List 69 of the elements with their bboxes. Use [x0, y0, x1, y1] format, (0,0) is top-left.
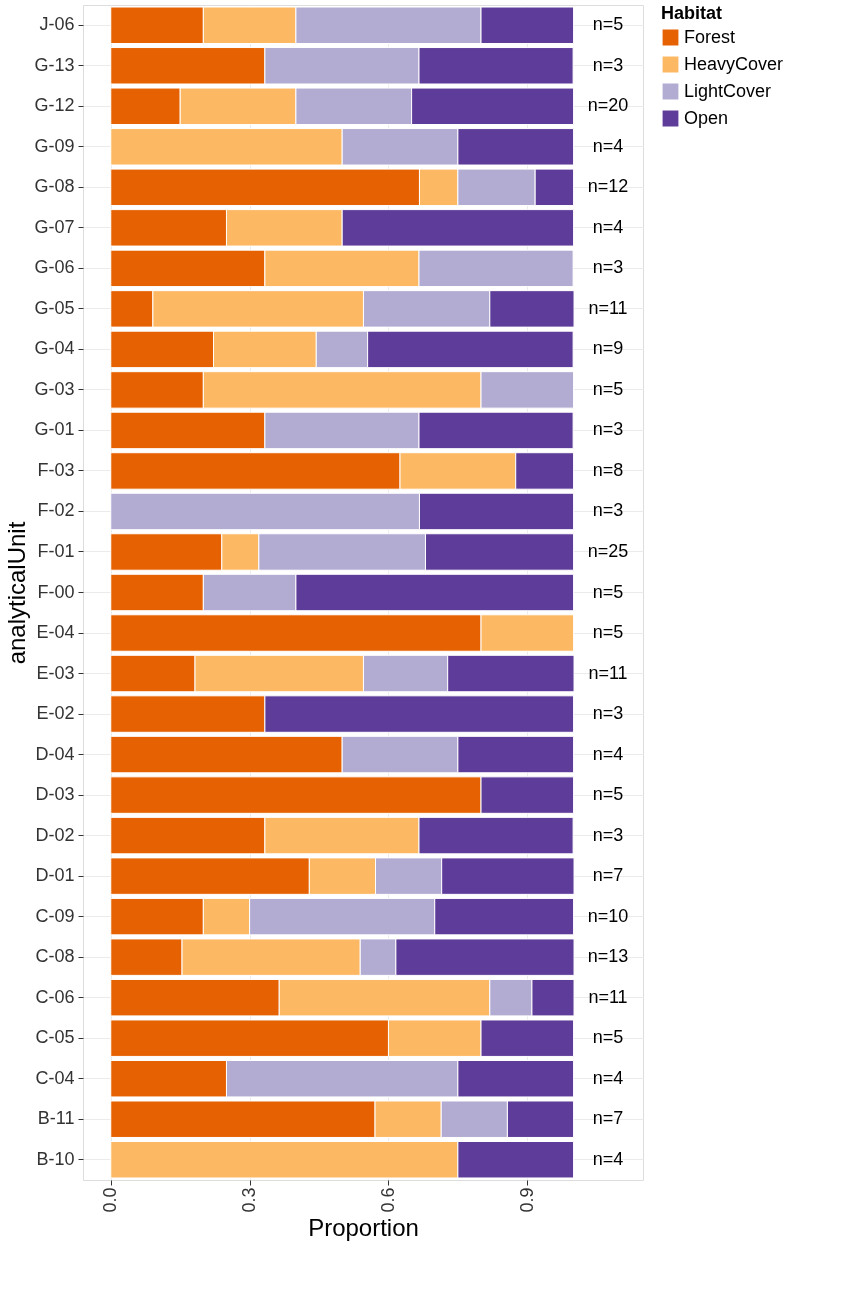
annotation: n=12 [587, 176, 629, 197]
y-tick-label: J-06 [39, 14, 75, 35]
y-tick-label: F-03 [37, 459, 75, 480]
annotation: n=3 [592, 54, 624, 75]
y-tick-label: G-09 [34, 135, 75, 156]
annotation: n=3 [592, 824, 624, 845]
y-tick-label: C-09 [35, 905, 75, 926]
y-tick-label: G-12 [34, 95, 75, 116]
x-tick-label: 0.6 [377, 1187, 398, 1213]
y-tick-label: G-05 [34, 297, 75, 318]
y-tick-label: G-03 [34, 378, 75, 399]
y-tick-label: G-07 [34, 216, 75, 237]
annotation: n=7 [592, 1108, 624, 1129]
x-tick-label: 0.0 [100, 1187, 121, 1213]
legend-label: LightCover [684, 80, 772, 101]
y-tick-label: D-01 [35, 865, 75, 886]
y-tick-label: F-01 [37, 540, 75, 561]
annotation: n=5 [592, 581, 624, 602]
annotation: n=5 [592, 1027, 624, 1048]
y-tick-label: E-04 [36, 622, 75, 643]
annotation: n=3 [592, 257, 624, 278]
annotation: n=3 [592, 419, 624, 440]
y-tick-label: G-06 [34, 257, 75, 278]
annotation: n=5 [592, 784, 624, 805]
y-tick-label: F-00 [37, 581, 75, 602]
y-tick-label: E-03 [36, 662, 75, 683]
x-tick-label: 0.3 [239, 1187, 260, 1213]
y-tick-label: C-08 [35, 946, 75, 967]
annotation: n=8 [592, 459, 624, 480]
annotation: n=5 [592, 378, 624, 399]
legend-label: Forest [684, 26, 736, 47]
x-axis-title: Proportion [308, 1213, 419, 1241]
y-tick-label: B-11 [37, 1108, 75, 1129]
y-tick-label: D-04 [35, 743, 75, 764]
legend-label: HeavyCover [684, 53, 784, 74]
y-tick-label: C-04 [35, 1067, 75, 1088]
annotation: n=7 [592, 865, 624, 886]
annotation: n=4 [592, 216, 624, 237]
annotation: n=4 [592, 743, 624, 764]
annotation: n=13 [587, 946, 629, 967]
y-tick-label: G-13 [34, 54, 75, 75]
annotation: n=11 [588, 662, 628, 683]
annotation: n=4 [592, 1148, 624, 1169]
annotation: n=4 [592, 135, 624, 156]
y-tick-label: E-02 [36, 703, 75, 724]
annotation: n=11 [588, 986, 628, 1007]
annotation: n=10 [587, 905, 629, 926]
annotation: n=5 [592, 14, 624, 35]
y-tick-label: B-10 [36, 1148, 75, 1169]
y-tick-label: G-01 [34, 419, 75, 440]
legend-title: Habitat [661, 3, 723, 23]
x-tick-label: 0.9 [516, 1187, 537, 1213]
annotation: n=9 [592, 338, 624, 359]
y-tick-label: D-03 [35, 784, 75, 805]
annotation: n=5 [592, 622, 624, 643]
annotation: n=4 [592, 1067, 624, 1088]
annotation: n=11 [588, 297, 628, 318]
annotation: n=3 [592, 703, 624, 724]
y-tick-label: G-04 [34, 338, 75, 359]
annotation: n=20 [587, 95, 629, 116]
annotation: n=25 [587, 540, 629, 561]
y-tick-label: C-05 [35, 1027, 75, 1048]
y-tick-label: F-02 [37, 500, 75, 521]
legend-label: Open [684, 107, 729, 128]
y-tick-label: C-06 [35, 986, 75, 1007]
annotation: n=3 [592, 500, 624, 521]
y-tick-label: G-08 [34, 176, 75, 197]
y-tick-label: D-02 [35, 824, 75, 845]
y-axis-title: analyticalUnit [3, 521, 31, 665]
